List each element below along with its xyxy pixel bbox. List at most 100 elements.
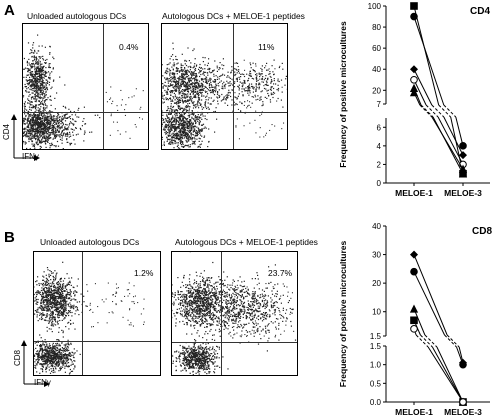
y-marker-a: CD4: [2, 123, 11, 140]
gate-vertical: [221, 252, 222, 375]
series-line-break: [415, 334, 429, 348]
quadrant-percent: 1.2%: [134, 268, 154, 278]
data-point: [459, 398, 467, 406]
series-line-break: [443, 104, 457, 118]
gate-vertical: [103, 24, 104, 149]
data-point: [410, 267, 418, 276]
quadrant-percent: 0.4%: [119, 42, 139, 52]
y-tick-label: 40: [372, 222, 381, 231]
series-line-break: [424, 334, 438, 348]
y-tick-label: 100: [368, 2, 382, 11]
data-point: [459, 360, 467, 369]
x-marker-a: IFNγ: [22, 152, 39, 161]
y-tick-label: 1.5: [370, 332, 382, 341]
data-point: [410, 316, 418, 325]
flow-a-right-title: Autologous DCs + MELOE-1 peptides: [162, 11, 305, 21]
series-line: [427, 346, 464, 403]
y-tick-label: 2: [377, 160, 382, 169]
flow-plot-b-right: 23.7%: [171, 251, 298, 376]
y-axis-label: Frequency of positive microcultures: [338, 21, 348, 168]
data-point: [458, 169, 468, 178]
series-line: [413, 79, 427, 106]
y-tick-label: 60: [372, 44, 381, 53]
gate-vertical: [233, 24, 234, 149]
data-point: [410, 12, 418, 21]
data-point: [410, 325, 418, 333]
series-line: [413, 69, 433, 106]
series-line-break: [438, 104, 452, 118]
y-tick-label: 6: [377, 123, 382, 132]
flow-b-right-title: Autologous DCs + MELOE-1 peptides: [175, 237, 318, 247]
series-line: [436, 346, 464, 403]
quadrant-percent: 11%: [258, 42, 275, 52]
data-point: [410, 2, 418, 10]
x-tick-label: MELOE-1: [395, 407, 433, 417]
axis-arrows-a: [11, 114, 40, 161]
series-line: [413, 254, 448, 336]
y-tick-label: 80: [372, 23, 381, 32]
series-line-break: [419, 104, 433, 118]
series-line: [413, 5, 440, 106]
series-line-break: [431, 104, 445, 118]
flow-plot-b-left: 1.2%: [33, 251, 161, 376]
y-tick-label: 7: [377, 100, 382, 109]
series-line-break: [420, 334, 433, 348]
axis-arrows-b: [21, 340, 50, 387]
chart-title: CD8: [472, 226, 492, 237]
x-tick-label: MELOE-3: [444, 188, 482, 198]
data-point: [410, 75, 418, 84]
data-point: [409, 250, 419, 259]
series-line: [443, 116, 464, 156]
gate-vertical: [82, 252, 83, 375]
x-marker-b: IFNγ: [34, 378, 51, 387]
y-tick-label: 1.0: [370, 361, 382, 370]
y-tick-label: 20: [372, 279, 381, 288]
flow-dots-a-right: [162, 42, 287, 149]
gate-horizontal: [34, 341, 160, 342]
series-line: [431, 346, 464, 403]
series-line-break: [446, 334, 460, 348]
flow-dots-a-left: [23, 34, 144, 149]
data-point: [458, 151, 468, 160]
flow-b-left-title: Unloaded autologous DCs: [40, 237, 140, 247]
flow-dots-b-left: [34, 261, 145, 375]
series-line: [455, 116, 464, 146]
data-point: [458, 164, 468, 173]
data-point: [409, 304, 419, 313]
y-marker-b: CD8: [13, 349, 22, 366]
data-point: [409, 65, 419, 74]
chart-title: CD4: [470, 6, 490, 17]
flow-dots-b-right: [172, 252, 297, 375]
flow-plot-a-right: 11%: [161, 23, 288, 150]
chart-cd4: 7 20 40 60 80 100 0 2 4 6 MELOE-1 MELOE-3 Frequency …: [338, 2, 490, 198]
y-tick-label: 0.5: [370, 379, 382, 388]
data-point: [409, 87, 419, 97]
series-line: [413, 308, 426, 336]
x-tick-label: MELOE-3: [444, 407, 482, 417]
series-line-break: [420, 104, 434, 118]
gate-horizontal: [162, 112, 287, 113]
y-tick-label: 0: [377, 179, 382, 188]
data-point: [459, 142, 467, 150]
y-tick-label: 1.5: [370, 342, 382, 351]
series-line-break: [444, 334, 457, 348]
gate-horizontal: [23, 112, 148, 113]
series-line: [431, 116, 464, 170]
x-tick-label: MELOE-1: [395, 188, 433, 198]
series-line: [437, 116, 464, 165]
chart-cd8: 1.5 10 20 30 40 0.0 0.5 1.0 1.5 MELOE-1 MELOE-3 Fre…: [338, 222, 492, 417]
series-line: [413, 16, 445, 106]
series-line-break: [425, 104, 439, 118]
flow-plot-a-left: 0.4%: [22, 23, 149, 150]
flow-a-left-title: Unloaded autologous DCs: [27, 11, 127, 21]
gate-horizontal: [172, 342, 297, 343]
series-line: [413, 271, 445, 336]
y-tick-label: 30: [372, 251, 381, 260]
panel-letter-a: A: [4, 2, 15, 19]
quadrant-percent: 23.7%: [268, 268, 293, 278]
y-tick-label: 4: [377, 142, 382, 151]
y-tick-label: 10: [372, 308, 381, 317]
y-tick-label: 40: [372, 65, 381, 74]
y-tick-label: 20: [372, 86, 381, 95]
y-tick-label: 0.0: [370, 398, 382, 407]
